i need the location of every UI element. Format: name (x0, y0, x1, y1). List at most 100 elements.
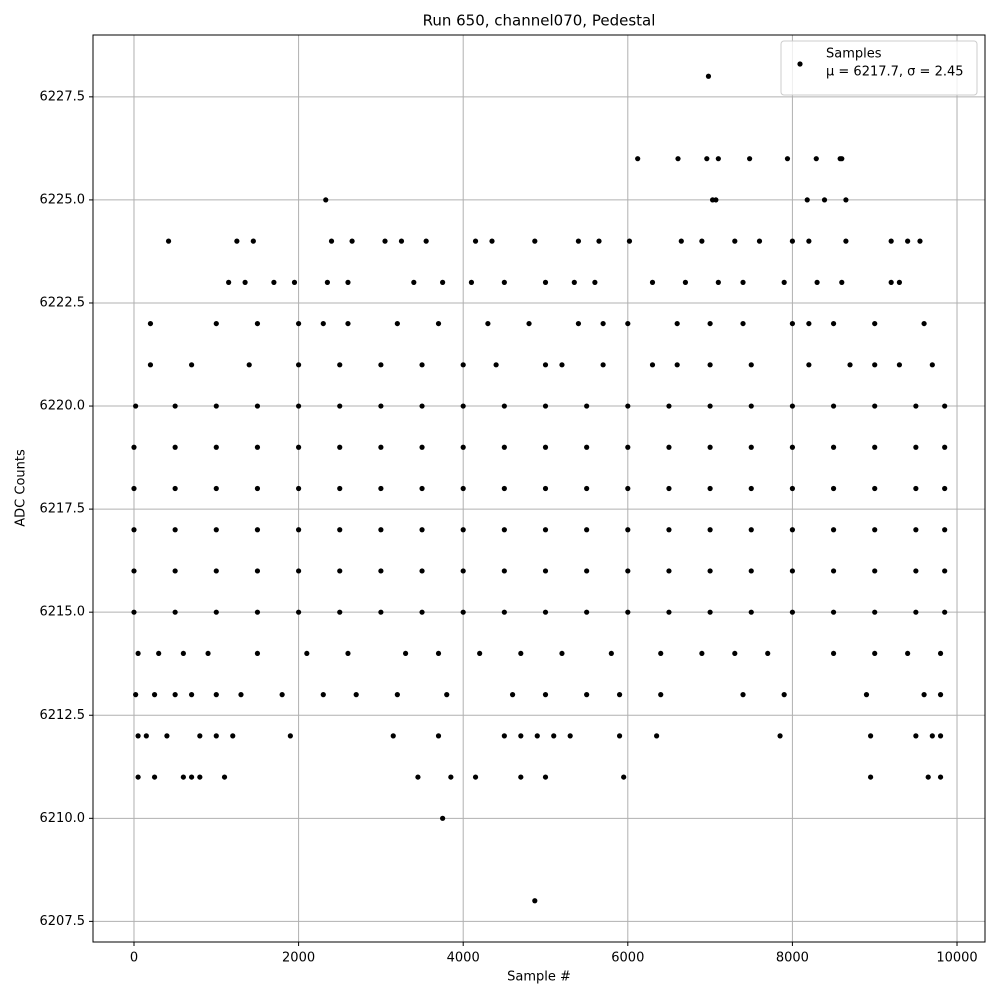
point (151, 692, 158, 698)
point (913, 733, 919, 739)
point (781, 692, 787, 698)
point (843, 197, 849, 203)
point (147, 362, 154, 368)
point (295, 403, 302, 409)
point (821, 197, 828, 203)
x-tick-label: 10000 (936, 951, 977, 966)
point (707, 362, 713, 368)
point (942, 609, 948, 615)
point (213, 444, 219, 450)
y-tick-label: 6222.5 (40, 295, 86, 310)
point (704, 156, 710, 162)
point (584, 609, 590, 615)
point (135, 733, 141, 739)
point (188, 362, 195, 368)
point (542, 692, 549, 698)
point (896, 362, 903, 368)
point (254, 485, 261, 492)
point (872, 568, 878, 574)
point (489, 238, 495, 244)
point (830, 444, 837, 450)
point (732, 650, 738, 657)
point (784, 156, 791, 162)
point (164, 733, 170, 739)
point (172, 609, 178, 615)
point (419, 609, 425, 615)
point (472, 774, 479, 780)
point (448, 774, 454, 780)
point (460, 485, 466, 492)
point (509, 692, 516, 698)
point (295, 320, 302, 327)
point (542, 527, 549, 533)
point (295, 362, 302, 368)
point (748, 527, 754, 533)
point (532, 898, 538, 904)
point (867, 733, 874, 739)
point (542, 568, 549, 574)
series-points (131, 73, 948, 904)
y-tick-label: 6207.5 (40, 914, 86, 929)
point (806, 362, 812, 368)
point (135, 774, 141, 780)
point (896, 279, 903, 285)
point (748, 403, 754, 409)
point (320, 692, 326, 698)
point (625, 320, 631, 327)
point (937, 733, 944, 739)
point (133, 692, 139, 698)
point (188, 692, 195, 698)
point (518, 774, 524, 780)
point (337, 362, 343, 368)
point (748, 485, 754, 492)
point (460, 403, 466, 409)
point (419, 403, 425, 409)
point (172, 485, 178, 492)
point (740, 692, 746, 698)
point (542, 403, 549, 409)
point (813, 156, 819, 162)
point (921, 692, 927, 698)
point (781, 279, 787, 285)
point (789, 485, 796, 492)
point (748, 609, 754, 615)
point (378, 609, 384, 615)
point (180, 774, 186, 780)
point (250, 238, 256, 244)
point (715, 279, 721, 285)
legend-box (780, 40, 978, 96)
point (913, 527, 919, 533)
point (378, 362, 384, 368)
point (584, 403, 590, 409)
point (888, 279, 894, 285)
x-tick-label: 0 (130, 951, 138, 966)
point (419, 362, 425, 368)
point (917, 238, 923, 244)
point (337, 609, 343, 615)
point (213, 733, 219, 739)
point (542, 444, 549, 450)
point (295, 568, 302, 574)
point (625, 609, 631, 615)
point (707, 403, 713, 409)
point (584, 568, 590, 574)
point (847, 362, 853, 368)
point (390, 733, 396, 739)
point (635, 156, 641, 162)
point (649, 279, 656, 285)
point (213, 609, 219, 615)
y-tick-label: 6220.0 (40, 399, 86, 414)
point (789, 609, 796, 615)
point (625, 403, 631, 409)
legend-annotation: μ = 6217.7, σ = 2.45 (826, 65, 964, 80)
y-tick-label: 6215.0 (40, 605, 86, 620)
point (172, 527, 178, 533)
point (501, 279, 507, 285)
point (337, 485, 343, 492)
point (213, 692, 219, 698)
point (197, 733, 203, 739)
point (440, 279, 446, 285)
point (699, 238, 705, 244)
point (440, 815, 446, 821)
point (666, 444, 672, 450)
